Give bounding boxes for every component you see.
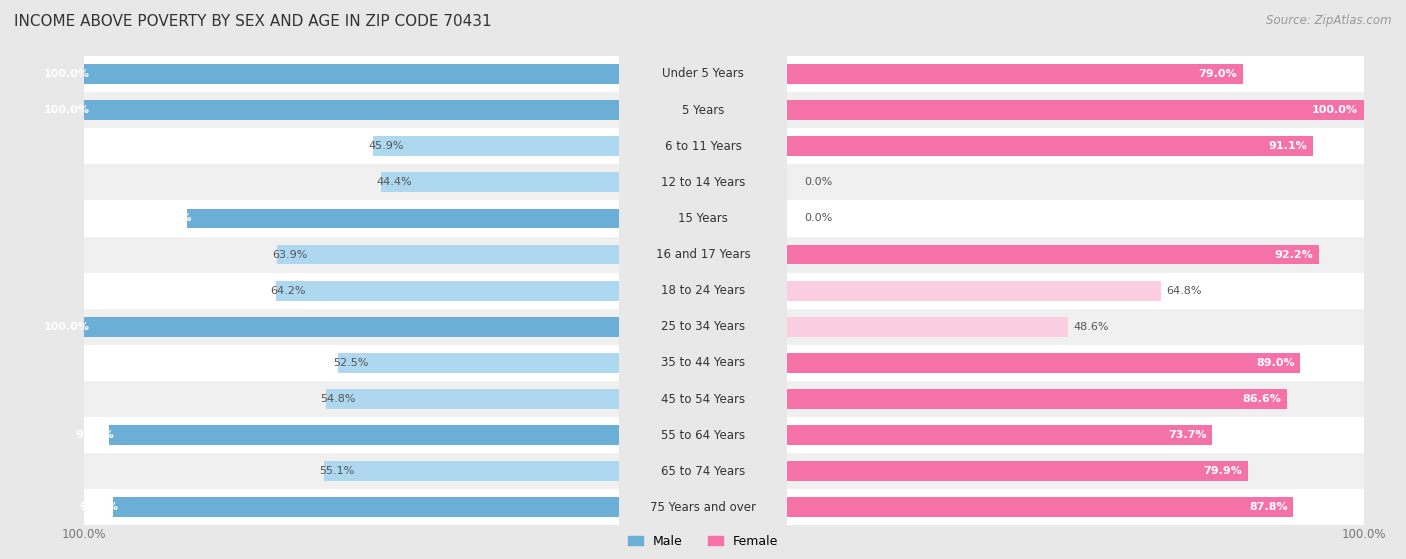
- Text: 80.8%: 80.8%: [153, 214, 193, 224]
- Bar: [787, 417, 1364, 453]
- Bar: [787, 345, 1364, 381]
- Bar: [84, 317, 619, 337]
- Legend: Male, Female: Male, Female: [623, 530, 783, 553]
- Text: 79.9%: 79.9%: [1204, 466, 1241, 476]
- Bar: [381, 172, 619, 192]
- Text: 5 Years: 5 Years: [682, 103, 724, 117]
- Text: 100.0%: 100.0%: [44, 322, 90, 332]
- Text: 35 to 44 Years: 35 to 44 Years: [661, 357, 745, 369]
- Bar: [187, 209, 619, 229]
- Bar: [787, 489, 1364, 525]
- Bar: [84, 128, 619, 164]
- Bar: [787, 236, 1364, 273]
- Bar: [84, 64, 619, 84]
- Bar: [787, 100, 1364, 120]
- Bar: [787, 92, 1364, 128]
- Text: Source: ZipAtlas.com: Source: ZipAtlas.com: [1267, 14, 1392, 27]
- Text: 6 to 11 Years: 6 to 11 Years: [665, 140, 741, 153]
- Text: 18 to 24 Years: 18 to 24 Years: [661, 284, 745, 297]
- Bar: [787, 281, 1161, 301]
- Text: 75 Years and over: 75 Years and over: [650, 501, 756, 514]
- Text: INCOME ABOVE POVERTY BY SEX AND AGE IN ZIP CODE 70431: INCOME ABOVE POVERTY BY SEX AND AGE IN Z…: [14, 14, 492, 29]
- Bar: [84, 309, 619, 345]
- Text: 54.8%: 54.8%: [321, 394, 356, 404]
- Text: 100.0%: 100.0%: [1312, 105, 1358, 115]
- Bar: [84, 164, 619, 200]
- Bar: [84, 453, 619, 489]
- Bar: [84, 100, 619, 120]
- Text: 73.7%: 73.7%: [1168, 430, 1206, 440]
- Text: 48.6%: 48.6%: [1073, 322, 1109, 332]
- Bar: [84, 200, 619, 236]
- Bar: [84, 417, 619, 453]
- Bar: [787, 164, 1364, 200]
- Bar: [84, 56, 619, 92]
- Bar: [114, 498, 619, 517]
- Text: 55.1%: 55.1%: [319, 466, 354, 476]
- Text: 45 to 54 Years: 45 to 54 Years: [661, 392, 745, 405]
- Text: 92.2%: 92.2%: [1274, 249, 1313, 259]
- Text: 15 Years: 15 Years: [678, 212, 728, 225]
- Text: 44.4%: 44.4%: [375, 177, 412, 187]
- Bar: [787, 425, 1212, 445]
- Bar: [787, 136, 1313, 156]
- Bar: [787, 498, 1294, 517]
- Text: 16 and 17 Years: 16 and 17 Years: [655, 248, 751, 261]
- Text: 64.2%: 64.2%: [270, 286, 305, 296]
- Text: 12 to 14 Years: 12 to 14 Years: [661, 176, 745, 189]
- Bar: [84, 236, 619, 273]
- Bar: [787, 317, 1067, 337]
- Text: 63.9%: 63.9%: [271, 249, 308, 259]
- Bar: [84, 381, 619, 417]
- Bar: [84, 273, 619, 309]
- Bar: [787, 309, 1364, 345]
- Bar: [339, 353, 619, 373]
- Bar: [84, 345, 619, 381]
- Bar: [787, 453, 1364, 489]
- Bar: [84, 92, 619, 128]
- Bar: [325, 461, 619, 481]
- Bar: [84, 489, 619, 525]
- Bar: [108, 425, 619, 445]
- Text: 25 to 34 Years: 25 to 34 Years: [661, 320, 745, 333]
- Bar: [276, 281, 619, 301]
- Bar: [787, 56, 1364, 92]
- Bar: [787, 273, 1364, 309]
- Bar: [374, 136, 619, 156]
- Text: 89.0%: 89.0%: [1256, 358, 1295, 368]
- Text: 87.8%: 87.8%: [1249, 503, 1288, 513]
- Text: 64.8%: 64.8%: [1167, 286, 1202, 296]
- Text: Under 5 Years: Under 5 Years: [662, 68, 744, 80]
- Bar: [787, 128, 1364, 164]
- Text: 94.6%: 94.6%: [80, 503, 118, 513]
- Text: 100.0%: 100.0%: [44, 69, 90, 79]
- Text: 0.0%: 0.0%: [804, 177, 832, 187]
- Bar: [787, 200, 1364, 236]
- Text: 91.1%: 91.1%: [1268, 141, 1306, 151]
- Text: 0.0%: 0.0%: [804, 214, 832, 224]
- Bar: [277, 245, 619, 264]
- Text: 95.4%: 95.4%: [76, 430, 114, 440]
- Text: 86.6%: 86.6%: [1241, 394, 1281, 404]
- Bar: [787, 353, 1301, 373]
- Text: 100.0%: 100.0%: [44, 105, 90, 115]
- Text: 45.9%: 45.9%: [368, 141, 404, 151]
- Text: 52.5%: 52.5%: [333, 358, 368, 368]
- Text: 55 to 64 Years: 55 to 64 Years: [661, 429, 745, 442]
- Bar: [787, 64, 1243, 84]
- Text: 65 to 74 Years: 65 to 74 Years: [661, 465, 745, 478]
- Bar: [787, 389, 1286, 409]
- Bar: [787, 381, 1364, 417]
- Text: 79.0%: 79.0%: [1198, 69, 1237, 79]
- Bar: [326, 389, 619, 409]
- Bar: [787, 461, 1249, 481]
- Bar: [787, 245, 1319, 264]
